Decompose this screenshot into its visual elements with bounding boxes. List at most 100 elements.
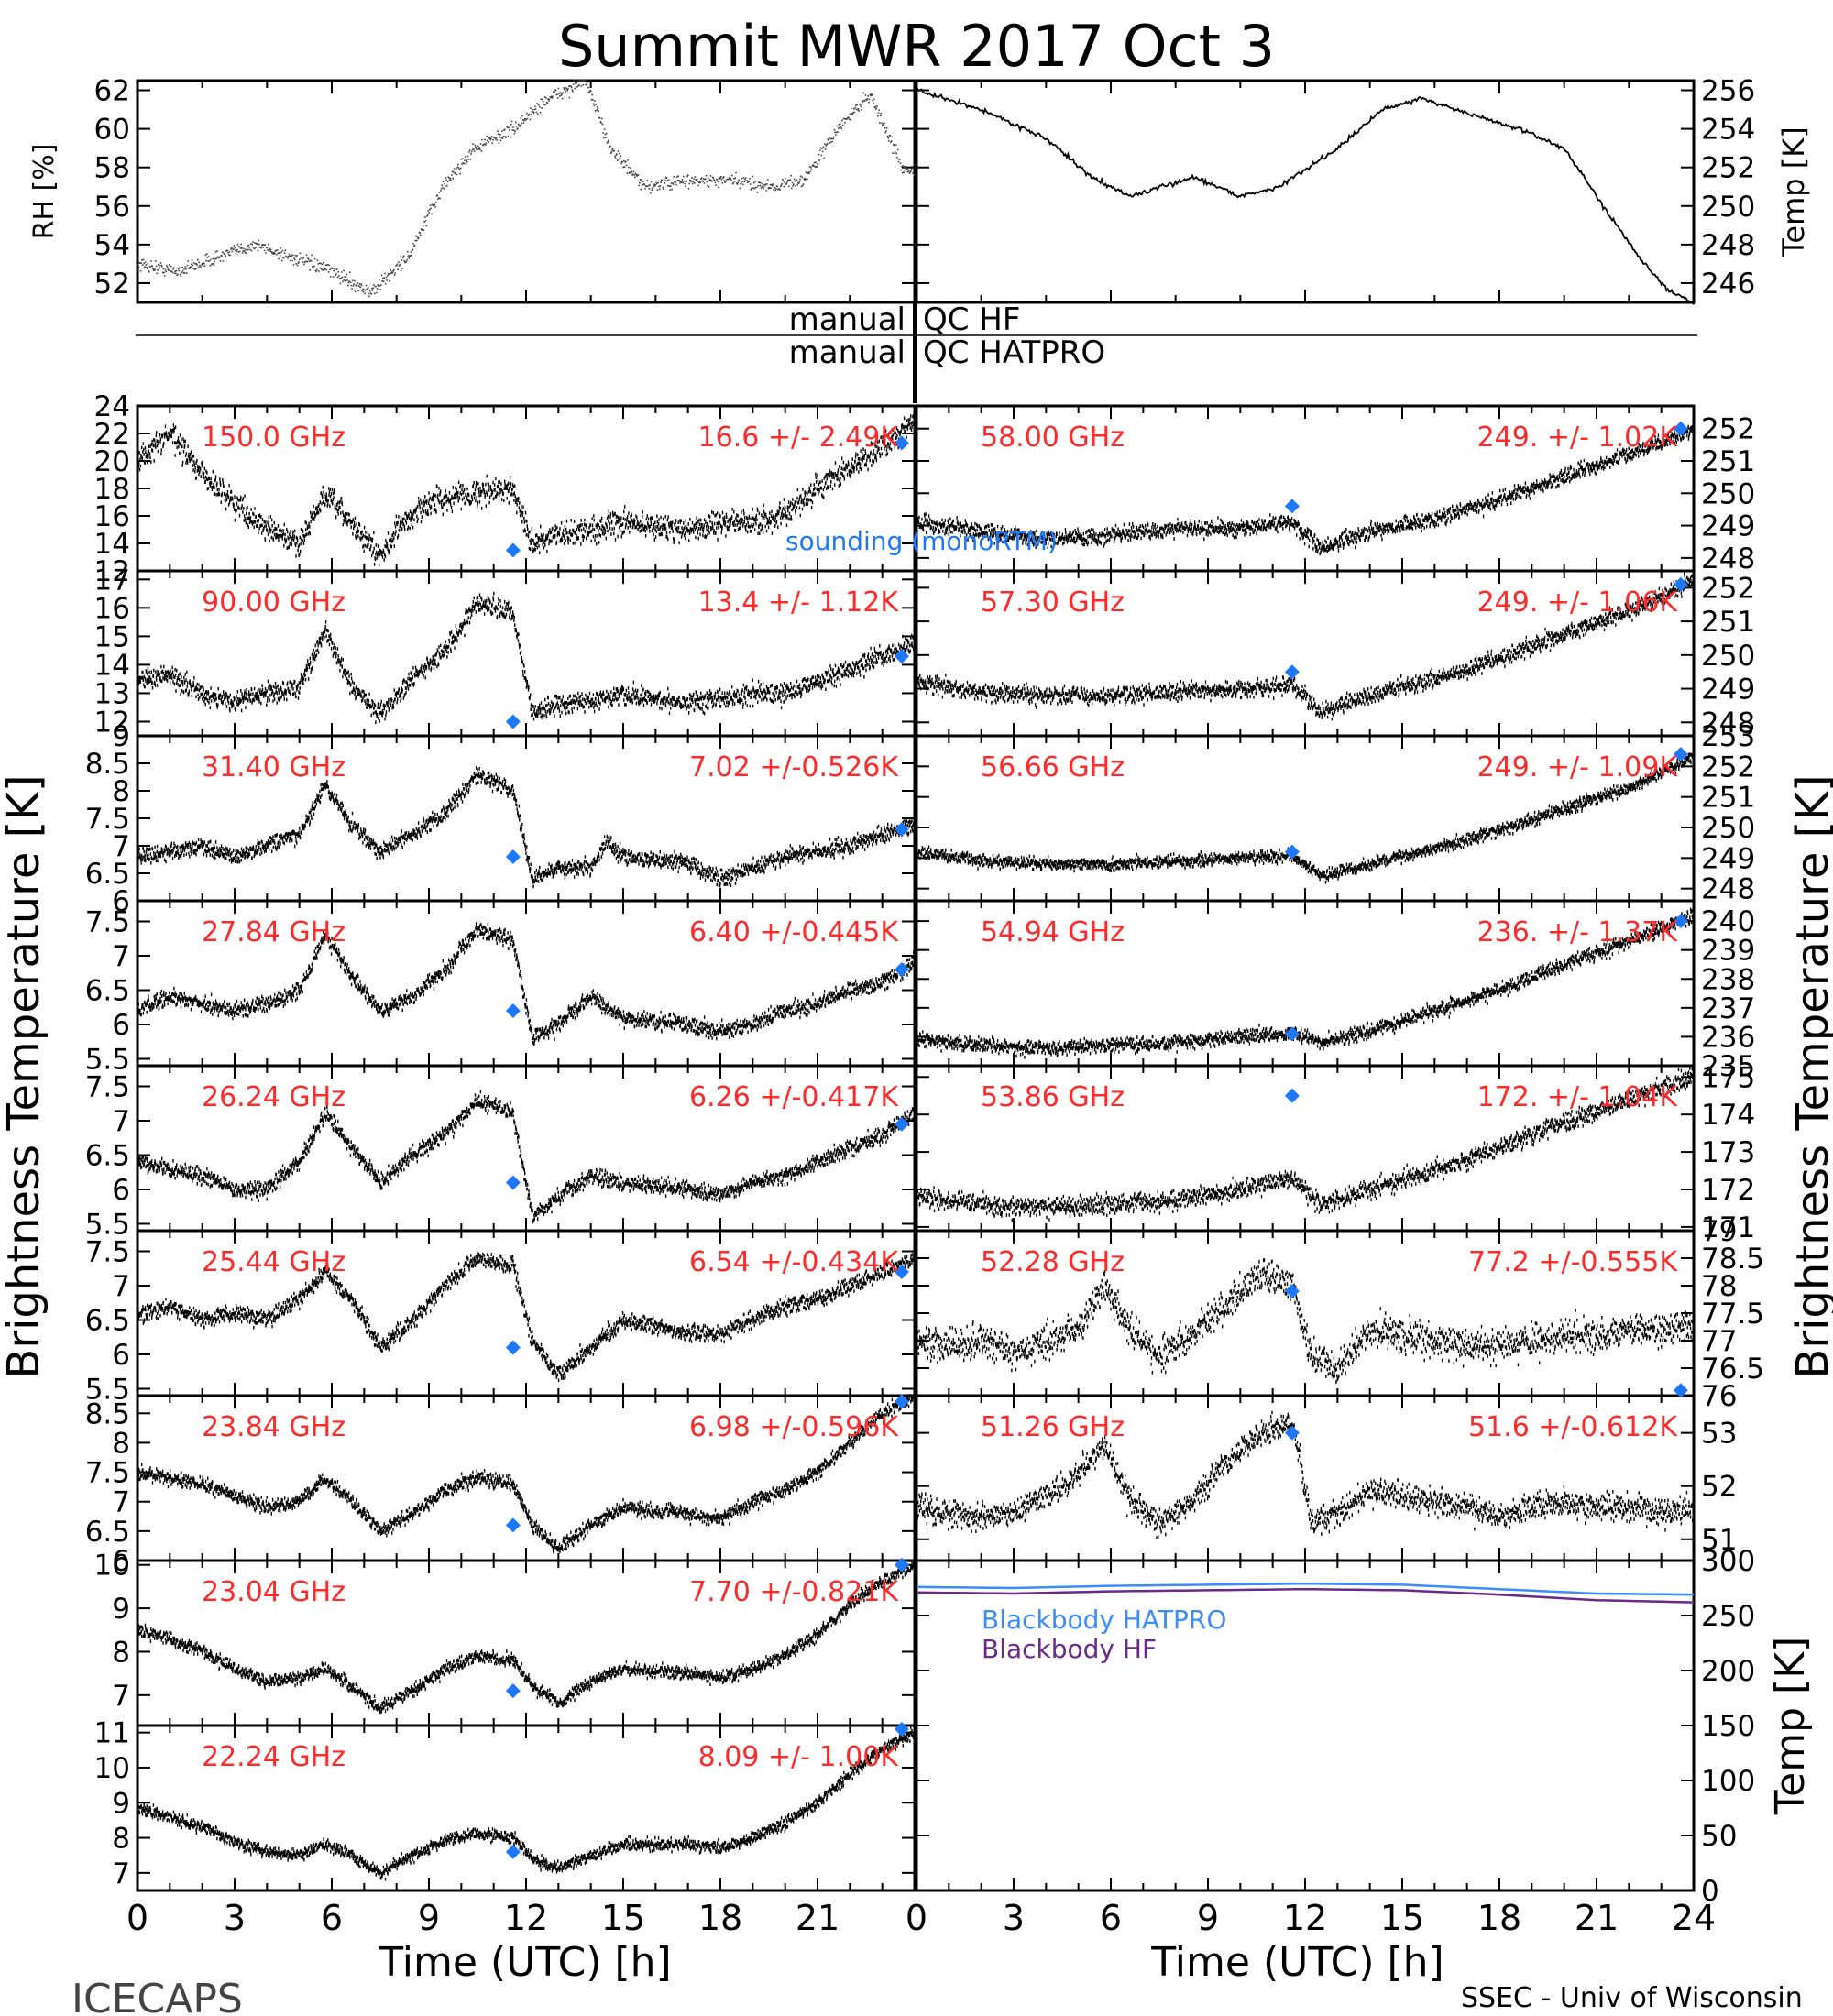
y-tick-label: 248 <box>1701 542 1755 575</box>
y-tick-label: 8 <box>112 1427 130 1460</box>
qc-hatpro-left-label: manual <box>789 334 906 371</box>
y-tick-label: 9 <box>112 1787 130 1820</box>
channel-frequency: 58.00 GHz <box>981 422 1125 454</box>
data-trace <box>137 591 916 724</box>
x-tick-label: 6 <box>321 1898 343 1938</box>
channel-stats: 7.70 +/-0.821K <box>689 1576 899 1608</box>
sounding-marker <box>894 962 909 977</box>
qc-hatpro-right-label: QC HATPRO <box>923 334 1105 371</box>
channel-stats: 6.40 +/-0.445K <box>689 916 899 948</box>
sounding-marker <box>1673 914 1688 929</box>
y-tick-label: 9 <box>112 1593 130 1626</box>
y-tick-label: 58 <box>94 152 130 185</box>
sounding-marker <box>1673 576 1688 592</box>
y-tick-label: 100 <box>1701 1765 1755 1798</box>
y-tick-label: 77.5 <box>1701 1298 1764 1331</box>
data-trace <box>137 414 916 567</box>
y-tick-label: 250 <box>1701 191 1755 224</box>
blackbody-panel: 0 50 100 150 200 250 300 Temp [K] <box>915 1545 1814 1908</box>
y-tick-label: 7 <box>112 1105 130 1138</box>
channel-stats: 6.98 +/-0.596K <box>689 1411 899 1443</box>
x-tick-label: 18 <box>698 1898 742 1938</box>
y-tick-label: 54 <box>94 229 130 262</box>
surface-temp-axis-label: Temp [K] <box>1776 126 1811 257</box>
sounding-marker <box>1673 421 1688 436</box>
data-trace <box>916 572 1695 721</box>
sounding-marker <box>1284 844 1300 860</box>
y-tick-label: 248 <box>1701 707 1755 740</box>
y-tick-label: 20 <box>94 445 130 478</box>
channel-stats: 249. +/- 1.09K <box>1477 751 1679 783</box>
sounding-marker <box>505 542 521 558</box>
sounding-marker <box>505 714 521 729</box>
data-trace <box>916 424 1695 556</box>
x-tick-label: 21 <box>796 1898 840 1938</box>
sounding-marker <box>505 1003 521 1018</box>
x-tick-label: 9 <box>418 1898 440 1938</box>
channel-panel-ch2784: 5.566.577.5 27.84 GHz 6.40 +/-0.445K <box>85 899 916 1077</box>
data-trace <box>916 1067 1695 1222</box>
x-tick-label: 24 <box>1672 1898 1716 1938</box>
channel-frequency: 23.04 GHz <box>202 1576 346 1608</box>
sounding-marker <box>894 649 909 664</box>
channel-frequency: 54.94 GHz <box>981 916 1125 948</box>
sounding-marker <box>894 1394 909 1409</box>
y-tick-label: 300 <box>1701 1545 1755 1578</box>
y-tick-label: 6.5 <box>85 1516 130 1549</box>
data-trace <box>137 1394 916 1554</box>
y-tick-label: 252 <box>1701 572 1755 605</box>
channel-frequency: 26.24 GHz <box>202 1081 346 1113</box>
channel-frequency: 51.26 GHz <box>981 1411 1125 1443</box>
y-tick-label: 7 <box>112 1680 130 1713</box>
y-tick-label: 76.5 <box>1701 1353 1764 1386</box>
x-axis-label-left: Time (UTC) [h] <box>378 1939 671 1986</box>
x-tick-label: 3 <box>1003 1898 1025 1938</box>
y-tick-label: 6 <box>112 1545 130 1578</box>
channel-stats: 6.54 +/-0.434K <box>689 1246 899 1278</box>
qc-hf-left-label: manual <box>789 301 906 338</box>
footer-left: ICECAPS <box>71 1976 243 2016</box>
y-tick-label: 252 <box>1701 751 1755 783</box>
sounding-marker <box>505 1517 521 1533</box>
y-tick-label: 8 <box>112 775 130 808</box>
y-tick-label: 53 <box>1701 1418 1737 1451</box>
blackbody-hatpro-line <box>916 1582 1695 1596</box>
y-tick-label: 52 <box>1701 1471 1737 1504</box>
y-tick-label: 7.5 <box>85 1457 130 1490</box>
x-tick-label: 3 <box>224 1898 246 1938</box>
x-tick-label: 0 <box>906 1898 927 1938</box>
sounding-marker <box>505 1340 521 1355</box>
x-tick-label: 18 <box>1477 1898 1521 1938</box>
y-tick-label: 240 <box>1701 905 1755 938</box>
y-tick-label: 253 <box>1701 720 1755 753</box>
data-trace <box>137 1090 916 1224</box>
sounding-marker <box>894 435 909 451</box>
y-tick-label: 251 <box>1701 782 1755 815</box>
channel-frequency: 52.28 GHz <box>981 1246 1125 1278</box>
y-tick-label: 60 <box>94 114 130 147</box>
y-tick-label: 248 <box>1701 229 1755 262</box>
x-axis-label-right: Time (UTC) [h] <box>1150 1939 1443 1986</box>
y-tick-label: 200 <box>1701 1655 1755 1688</box>
x-tick-label: 6 <box>1100 1898 1122 1938</box>
data-trace <box>916 1258 1695 1384</box>
x-tick-labels: 0 3 6 9 12 15 18 21 0 3 6 9 12 15 18 21 24 <box>126 1898 1716 1938</box>
y-tick-label: 249 <box>1701 674 1755 707</box>
y-tick-label: 6 <box>112 885 130 918</box>
data-trace <box>137 922 916 1046</box>
y-tick-label: 250 <box>1701 812 1755 845</box>
y-tick-label: 7.5 <box>85 906 130 939</box>
y-tick-label: 256 <box>1701 75 1755 108</box>
y-tick-label: 10 <box>94 1550 130 1583</box>
y-tick-label: 5.5 <box>85 1209 130 1242</box>
y-tick-label: 77 <box>1701 1325 1737 1358</box>
x-tick-label: 12 <box>1283 1898 1327 1938</box>
y-tick-label: 18 <box>94 473 130 506</box>
y-tick-label: 16 <box>94 592 130 625</box>
sounding-marker <box>1284 664 1300 680</box>
channel-stats: 51.6 +/-0.612K <box>1468 1411 1678 1443</box>
y-tick-label: 8 <box>112 1636 130 1669</box>
